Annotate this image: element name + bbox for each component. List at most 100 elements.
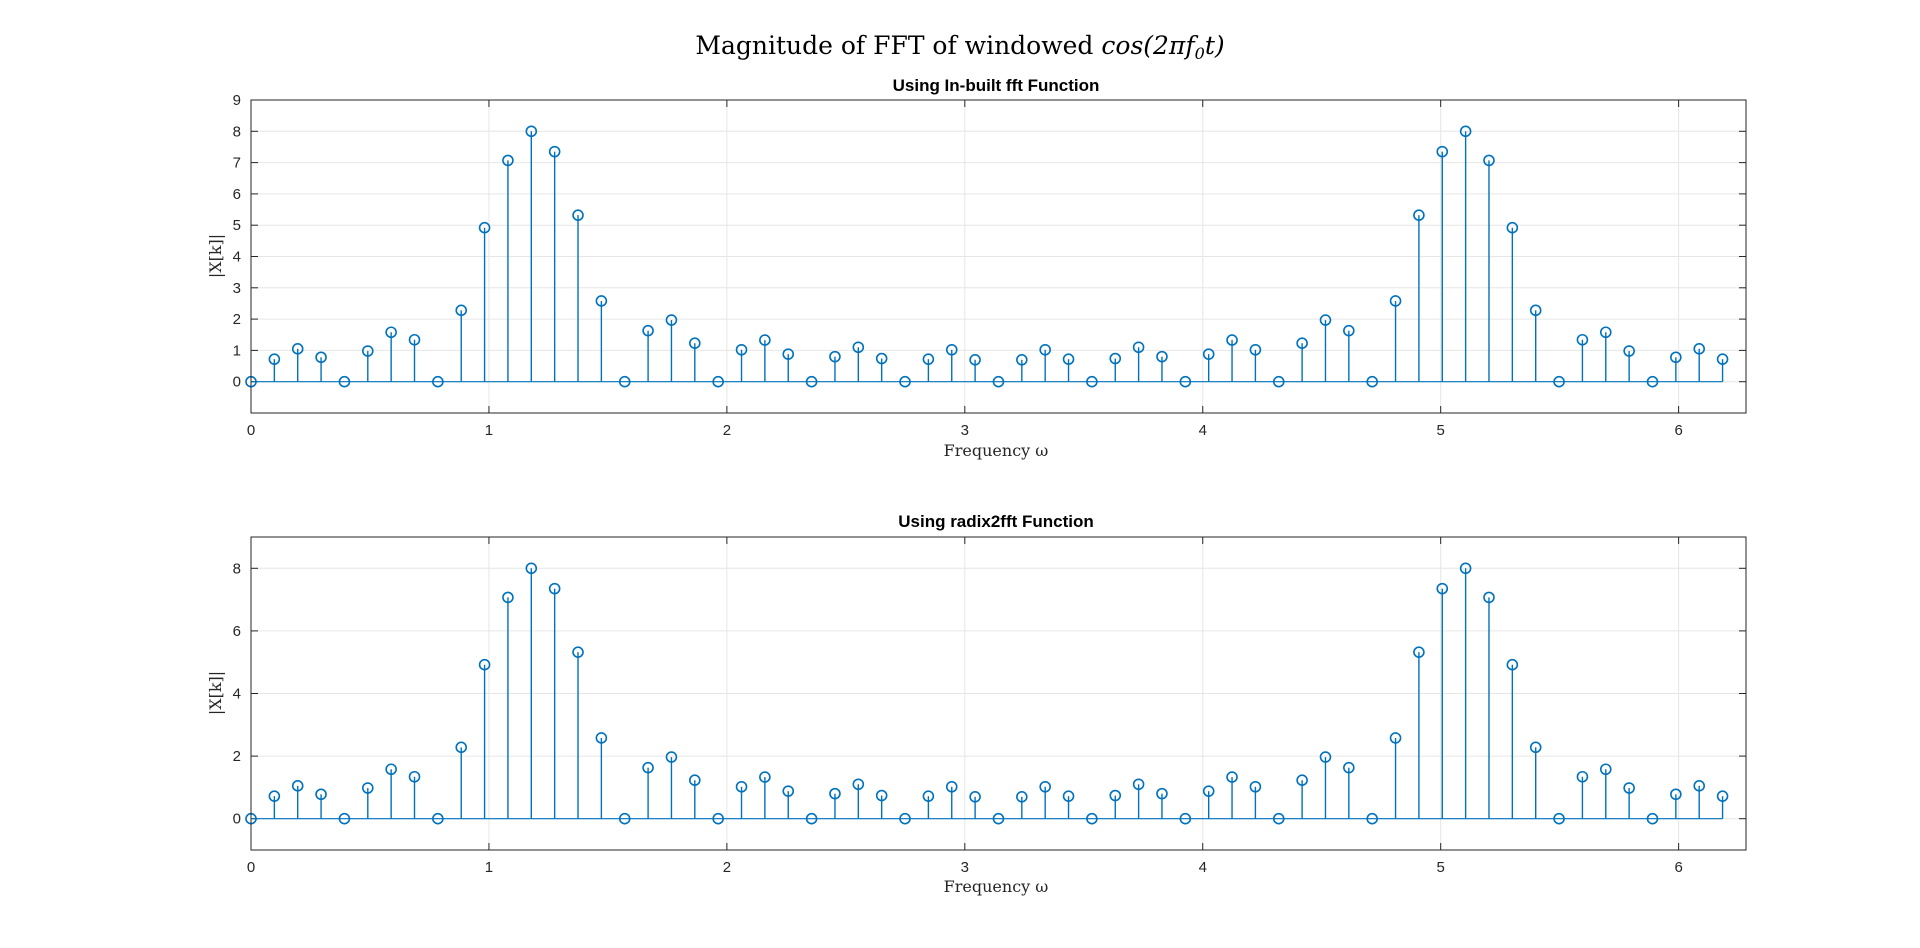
stem-marker xyxy=(899,812,911,825)
stem-marker xyxy=(642,324,654,337)
x-tick-label: 1 xyxy=(485,859,493,876)
stem-marker xyxy=(1716,790,1729,802)
subplot-title: Using radix2fft Function xyxy=(898,512,1094,531)
x-tick-label: 5 xyxy=(1437,422,1445,439)
stem-marker xyxy=(829,350,841,363)
stem-marker xyxy=(1553,375,1565,388)
stem-marker xyxy=(1179,375,1192,388)
stem-marker xyxy=(1132,341,1145,354)
stem-marker xyxy=(759,334,771,346)
stem-marker xyxy=(1132,778,1145,791)
stem-marker xyxy=(805,375,818,388)
stem-marker xyxy=(782,785,795,797)
stem-marker xyxy=(1039,780,1051,793)
y-tick-label: 2 xyxy=(233,311,241,328)
stem-marker xyxy=(992,812,1005,825)
stem-marker xyxy=(1483,591,1495,604)
y-tick-label: 8 xyxy=(233,123,241,140)
stem-marker xyxy=(1576,333,1589,346)
x-axis-label: Frequency ω xyxy=(944,877,1049,896)
stem-marker xyxy=(782,348,795,360)
stem-marker xyxy=(1366,375,1378,388)
stem-marker xyxy=(502,591,514,604)
stem-series xyxy=(245,125,1729,388)
stem-marker xyxy=(1529,304,1542,317)
axis-ticks: 0 1 2 3 4 5 6 0 1 2 3 4 5 6 7 8 9 xyxy=(233,92,1746,439)
stem-marker xyxy=(595,295,608,307)
stem-marker xyxy=(595,732,608,744)
stem-marker xyxy=(1226,334,1238,346)
stem-marker xyxy=(1623,782,1635,794)
x-tick-label: 0 xyxy=(247,422,255,439)
stem-marker xyxy=(1109,789,1122,802)
stem-marker xyxy=(525,562,538,575)
stem-marker xyxy=(1296,337,1308,350)
stem-marker xyxy=(525,125,538,138)
x-axis-label: Frequency ω xyxy=(944,441,1049,460)
stem-marker xyxy=(1272,812,1285,825)
stem-marker xyxy=(899,375,911,388)
figure-title-math: cos(2πf xyxy=(1101,31,1198,60)
stem-marker xyxy=(1716,353,1729,365)
stem-marker xyxy=(268,790,281,802)
stem-marker xyxy=(1413,646,1425,658)
stem-marker xyxy=(1319,314,1332,326)
grid-lines xyxy=(250,537,1746,850)
stem-marker xyxy=(1646,812,1659,825)
y-tick-label: 8 xyxy=(233,560,241,577)
stem-marker xyxy=(665,314,678,326)
stem-marker xyxy=(945,343,958,356)
stem-marker xyxy=(1202,348,1215,360)
stem-marker xyxy=(361,345,374,357)
y-axis-label: |X[k]| xyxy=(206,234,225,278)
stem-marker xyxy=(1646,375,1659,388)
figure-title-subscript: 0 xyxy=(1195,44,1205,63)
stem-marker xyxy=(945,780,958,793)
y-tick-label: 2 xyxy=(233,748,241,765)
stem-marker xyxy=(1296,774,1308,787)
stem-marker xyxy=(1459,562,1472,575)
stem-marker xyxy=(712,375,724,388)
stem-marker xyxy=(1156,350,1168,363)
stem-marker xyxy=(1249,343,1262,356)
stem-marker xyxy=(1436,582,1449,595)
stem-marker xyxy=(338,812,351,825)
stem-marker xyxy=(1436,145,1449,158)
axes-frame xyxy=(250,99,1747,414)
x-tick-label: 2 xyxy=(723,859,731,876)
axes-frame xyxy=(250,536,1747,851)
stem-marker xyxy=(1202,785,1215,797)
stem-marker xyxy=(385,763,397,776)
stem-marker xyxy=(455,304,468,317)
stem-marker xyxy=(385,326,397,339)
y-tick-label: 5 xyxy=(233,217,241,234)
stem-marker xyxy=(1529,741,1542,754)
stem-marker xyxy=(852,778,865,791)
stem-marker xyxy=(1459,125,1472,138)
stem-marker xyxy=(735,343,748,356)
stem-marker xyxy=(1249,780,1262,793)
stem-marker xyxy=(1156,787,1168,800)
stem-marker xyxy=(1389,732,1402,744)
y-tick-label: 1 xyxy=(233,342,241,359)
stem-marker xyxy=(1599,763,1612,776)
stem-marker xyxy=(1086,375,1098,388)
stem-marker xyxy=(735,780,748,793)
x-tick-label: 4 xyxy=(1199,859,1207,876)
subplot-title: Using In-built fft Function xyxy=(893,76,1100,95)
stem-marker xyxy=(1693,780,1706,792)
subplot-inbuilt-fft: Using In-built fft Function 0 1 2 3 4 5 6 0 1 2 3 4… xyxy=(206,76,1747,460)
stem-marker xyxy=(618,812,631,825)
stem-marker xyxy=(1016,353,1028,366)
stem-marker xyxy=(1506,658,1519,671)
stem-marker xyxy=(502,154,514,167)
stem-marker xyxy=(1599,326,1612,339)
y-tick-label: 7 xyxy=(233,155,241,172)
subplot-radix2fft: Using radix2fft Function 0 1 2 3 4 5 6 0 2 4 6 8 Fr… xyxy=(206,512,1747,896)
stem-marker xyxy=(969,353,981,366)
y-tick-label: 9 xyxy=(233,92,241,109)
stem-marker xyxy=(338,375,351,388)
y-tick-label: 0 xyxy=(233,811,241,828)
stem-marker xyxy=(1553,812,1565,825)
x-tick-label: 6 xyxy=(1674,422,1682,439)
